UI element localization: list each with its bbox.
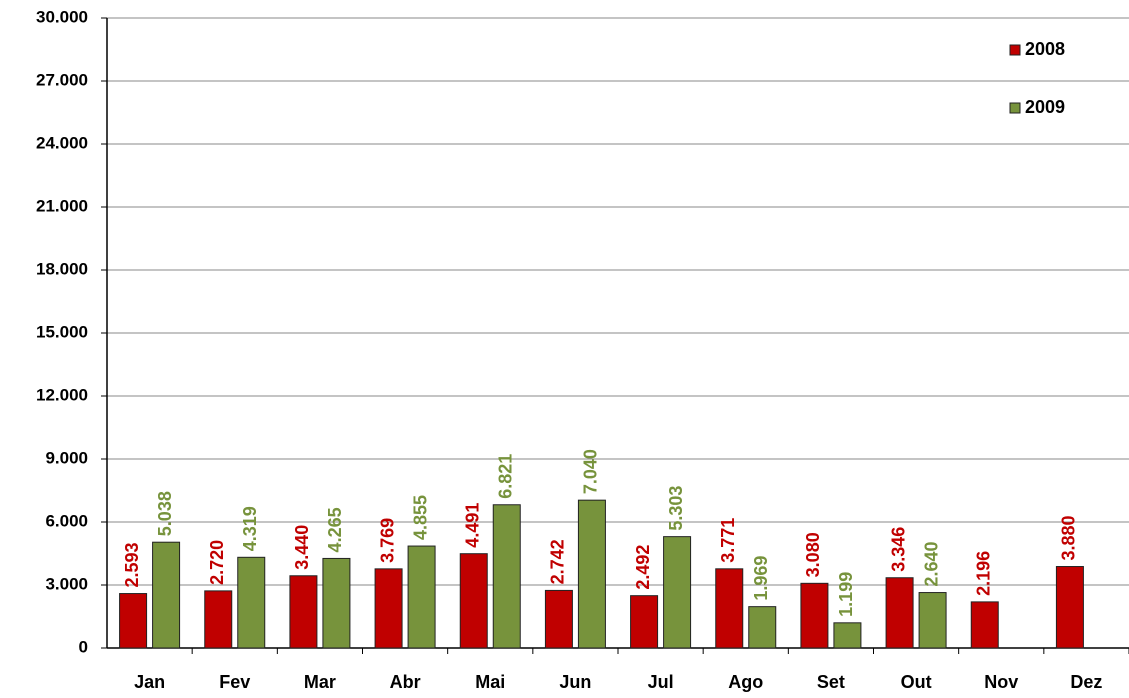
value-label: 7.040 bbox=[581, 449, 601, 494]
value-label: 3.771 bbox=[718, 518, 738, 563]
legend-swatch bbox=[1009, 102, 1021, 114]
bar bbox=[1055, 566, 1084, 649]
value-label: 4.855 bbox=[410, 495, 430, 540]
bar bbox=[630, 595, 659, 649]
bar bbox=[885, 577, 914, 649]
x-tick-label: Ago bbox=[728, 672, 763, 692]
bar bbox=[800, 582, 829, 649]
value-label: 4.491 bbox=[463, 503, 483, 548]
value-label: 2.593 bbox=[122, 543, 142, 588]
y-tick-label: 3.000 bbox=[45, 574, 88, 593]
bar bbox=[970, 601, 999, 649]
x-tick-label: Dez bbox=[1070, 672, 1102, 692]
bar bbox=[289, 575, 318, 649]
bar bbox=[833, 622, 862, 649]
value-label: 3.769 bbox=[377, 518, 397, 563]
bar bbox=[237, 556, 266, 649]
value-label: 2.640 bbox=[921, 542, 941, 587]
bar bbox=[544, 589, 573, 649]
x-tick-label: Jul bbox=[648, 672, 674, 692]
value-label: 4.265 bbox=[325, 507, 345, 552]
x-tick-label: Jun bbox=[559, 672, 591, 692]
y-tick-label: 6.000 bbox=[45, 511, 88, 530]
bar bbox=[918, 592, 947, 649]
value-label: 2.742 bbox=[548, 539, 568, 584]
legend-label: 2009 bbox=[1025, 97, 1065, 117]
value-label: 2.720 bbox=[207, 540, 227, 585]
value-label: 3.080 bbox=[803, 532, 823, 577]
y-tick-label: 9.000 bbox=[45, 448, 88, 467]
x-tick-label: Fev bbox=[219, 672, 250, 692]
x-tick-label: Abr bbox=[390, 672, 421, 692]
value-label: 2.492 bbox=[633, 545, 653, 590]
x-tick-label: Mar bbox=[304, 672, 336, 692]
value-label: 2.196 bbox=[974, 551, 994, 596]
bar bbox=[715, 568, 744, 649]
value-label: 5.038 bbox=[155, 491, 175, 536]
y-tick-label: 15.000 bbox=[36, 322, 88, 341]
value-label: 4.319 bbox=[240, 506, 260, 551]
value-label: 3.880 bbox=[1059, 515, 1079, 560]
y-tick-label: 0 bbox=[79, 637, 88, 656]
x-tick-label: Out bbox=[901, 672, 932, 692]
y-tick-label: 27.000 bbox=[36, 70, 88, 89]
y-tick-label: 18.000 bbox=[36, 259, 88, 278]
y-tick-label: 30.000 bbox=[36, 7, 88, 26]
bar bbox=[663, 536, 692, 649]
bar bbox=[204, 590, 233, 649]
bar bbox=[322, 557, 351, 649]
value-label: 6.821 bbox=[496, 454, 516, 499]
value-label: 1.199 bbox=[836, 572, 856, 617]
x-tick-label: Set bbox=[817, 672, 845, 692]
x-tick-label: Mai bbox=[475, 672, 505, 692]
bar bbox=[374, 568, 403, 649]
bar bbox=[459, 553, 488, 649]
value-label: 3.346 bbox=[888, 527, 908, 572]
bar bbox=[577, 499, 606, 649]
bar bbox=[119, 593, 148, 649]
x-tick-label: Jan bbox=[134, 672, 165, 692]
value-label: 1.969 bbox=[751, 556, 771, 601]
bar bbox=[407, 545, 436, 649]
value-label: 5.303 bbox=[666, 486, 686, 531]
legend-label: 2008 bbox=[1025, 39, 1065, 59]
y-tick-label: 24.000 bbox=[36, 133, 88, 152]
value-label: 3.440 bbox=[292, 525, 312, 570]
legend-swatch bbox=[1009, 44, 1021, 56]
y-tick-label: 21.000 bbox=[36, 196, 88, 215]
bar bbox=[492, 504, 521, 649]
x-tick-label: Nov bbox=[984, 672, 1018, 692]
bar bbox=[152, 541, 181, 649]
y-tick-label: 12.000 bbox=[36, 385, 88, 404]
bar bbox=[748, 606, 777, 649]
